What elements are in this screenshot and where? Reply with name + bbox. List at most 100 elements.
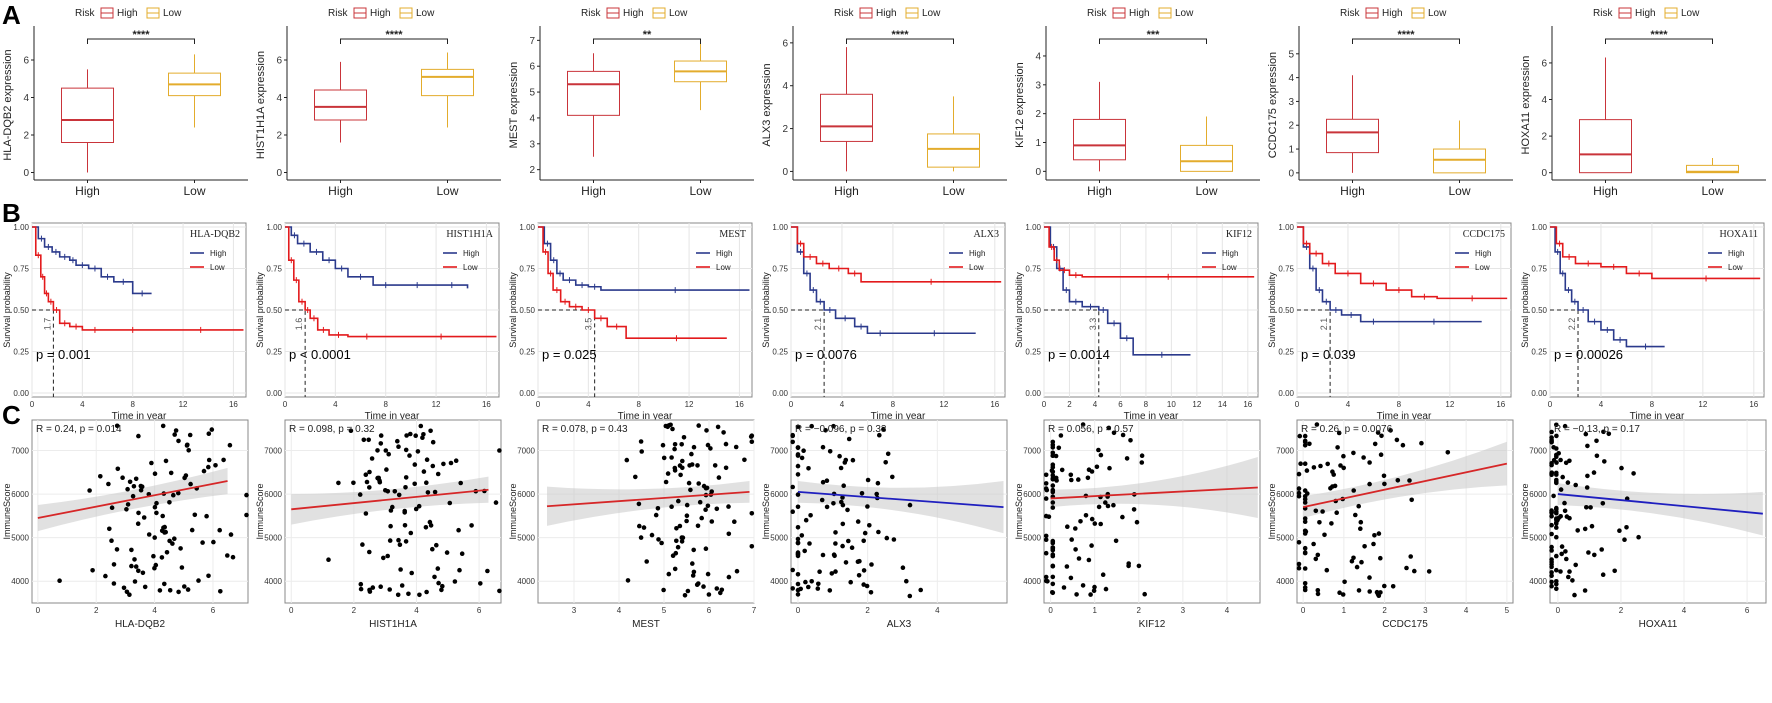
- x-tick-label: 0: [796, 606, 801, 615]
- y-axis-label: Survival probability: [1267, 272, 1277, 348]
- legend-label-low: Low: [969, 263, 984, 272]
- y-tick-label: 4: [529, 113, 535, 124]
- data-point: [228, 532, 234, 537]
- data-point: [689, 462, 695, 467]
- data-point: [421, 469, 427, 474]
- data-point: [1044, 487, 1050, 493]
- data-point: [1558, 487, 1564, 492]
- data-point: [114, 423, 120, 429]
- data-point: [1356, 503, 1361, 509]
- data-point: [1619, 465, 1624, 471]
- y-tick-label: 0.50: [1278, 306, 1294, 315]
- gene-label: MEST: [719, 229, 746, 240]
- x-axis-label: Time in year: [1630, 411, 1685, 422]
- data-point: [497, 448, 502, 453]
- data-point: [385, 489, 391, 494]
- data-point: [840, 543, 845, 549]
- data-point: [1341, 465, 1346, 471]
- data-point: [408, 431, 413, 437]
- legend-label-high: High: [1635, 8, 1656, 19]
- box-low: [927, 133, 980, 168]
- survival-plot-row: 0.00 0.25 0.50 0.75 1.00 0 4 8 12 16 Time in year S…: [2, 222, 1765, 422]
- x-tick-label: Low: [1195, 184, 1217, 198]
- data-point: [1549, 531, 1554, 537]
- median-survival-label: 2.1: [1319, 318, 1329, 331]
- data-point: [703, 507, 708, 512]
- x-tick-label: 6: [1745, 606, 1750, 615]
- data-point: [1585, 473, 1590, 479]
- gene-label: KIF12: [1226, 229, 1252, 240]
- gene-label: HLA-DQB2: [190, 229, 240, 240]
- data-point: [1336, 430, 1342, 436]
- data-point: [868, 590, 874, 595]
- data-point: [1092, 584, 1097, 590]
- data-point: [1353, 512, 1358, 518]
- data-point: [1549, 548, 1554, 553]
- y-tick-label: 5000: [11, 534, 29, 543]
- data-point: [807, 541, 812, 546]
- data-point: [159, 555, 165, 560]
- data-point: [114, 547, 120, 552]
- data-point: [677, 523, 683, 529]
- correlation-label: R = 0.056, p = 0.57: [1048, 424, 1134, 435]
- y-axis-label: Survival probability: [1014, 272, 1024, 348]
- data-point: [408, 530, 414, 536]
- data-point: [1324, 567, 1330, 573]
- data-point: [136, 510, 141, 516]
- significance-bracket: [846, 38, 954, 44]
- x-tick-label: 3: [572, 606, 577, 615]
- x-tick-label: 4: [1464, 606, 1469, 615]
- y-tick-label: 0.00: [1531, 389, 1547, 398]
- data-point: [1591, 470, 1597, 475]
- data-point: [795, 504, 801, 510]
- data-point: [427, 519, 433, 525]
- data-point: [867, 523, 872, 528]
- data-point: [1050, 442, 1056, 448]
- confidence-band: [1050, 457, 1258, 519]
- data-point: [1302, 585, 1308, 590]
- x-tick-label: 0: [1042, 400, 1047, 409]
- x-axis-label: HIST1H1A: [369, 619, 417, 630]
- y-tick-label: 4000: [11, 577, 29, 586]
- data-point: [848, 579, 853, 585]
- data-point: [385, 553, 391, 559]
- survival-curve-low: [32, 226, 244, 331]
- data-point: [1325, 461, 1330, 467]
- y-tick-label: 0: [1035, 167, 1041, 178]
- data-point: [204, 513, 209, 519]
- data-point: [1549, 472, 1554, 478]
- box-low: [1180, 144, 1233, 172]
- data-point: [1100, 572, 1106, 577]
- box-high: [1073, 118, 1126, 161]
- data-point: [1549, 557, 1554, 562]
- panel-label-a: A: [2, 0, 21, 30]
- y-tick-label: 4: [782, 81, 788, 92]
- data-point: [1404, 565, 1409, 571]
- gene-label: HIST1H1A: [446, 229, 493, 240]
- y-tick-label: 0.50: [772, 306, 788, 315]
- data-point: [900, 565, 906, 570]
- data-point: [690, 561, 695, 566]
- data-point: [447, 500, 453, 506]
- data-point: [1419, 440, 1424, 446]
- data-point: [865, 477, 871, 483]
- x-tick-label: 0: [789, 400, 794, 409]
- x-tick-label: 5: [662, 606, 667, 615]
- data-point: [890, 474, 895, 480]
- data-point: [1573, 482, 1578, 488]
- data-point: [712, 463, 718, 468]
- data-point: [167, 500, 172, 505]
- data-point: [639, 449, 644, 454]
- significance-bracket: [593, 38, 701, 44]
- data-point: [869, 562, 874, 567]
- data-point: [1089, 516, 1095, 522]
- data-point: [877, 432, 882, 438]
- data-point: [1367, 589, 1372, 594]
- data-point: [1375, 430, 1381, 435]
- data-point: [795, 581, 801, 587]
- data-point: [1606, 431, 1612, 437]
- data-point: [706, 592, 712, 597]
- data-point: [798, 586, 803, 592]
- data-point: [358, 586, 364, 592]
